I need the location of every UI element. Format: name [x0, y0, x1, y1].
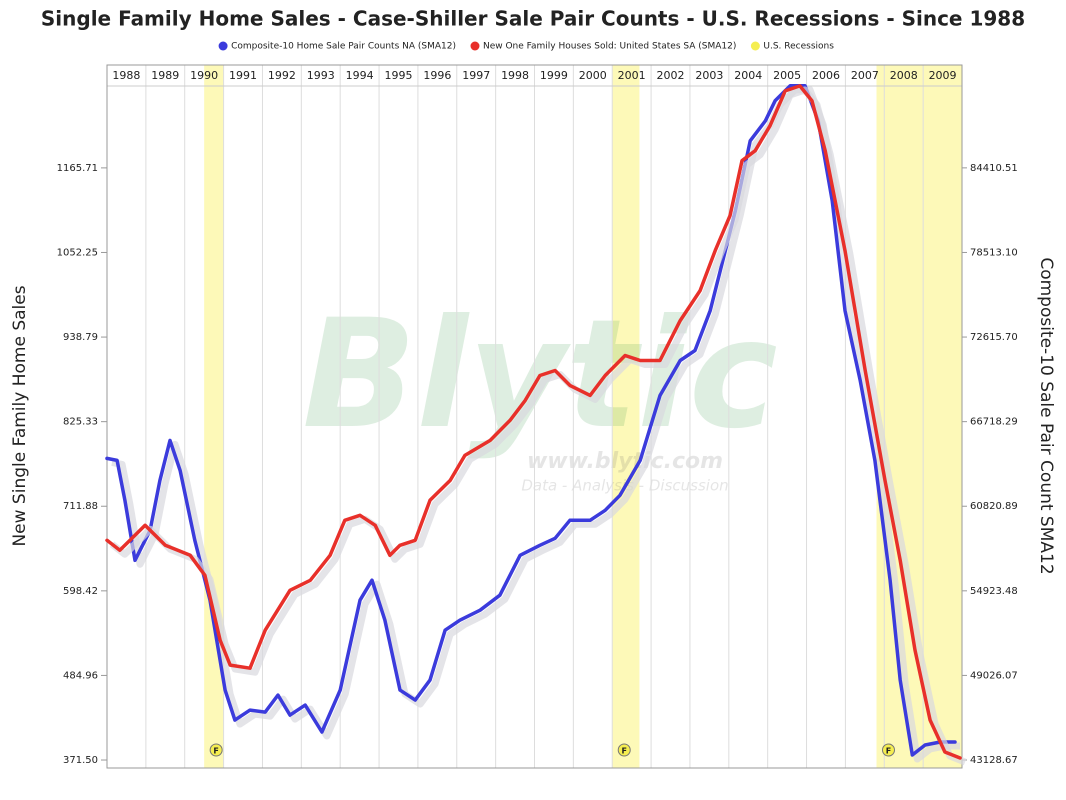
- legend-label: New One Family Houses Sold: United State…: [483, 42, 736, 52]
- x-tick-label: 2006: [812, 69, 840, 82]
- x-tick-label: 2005: [773, 69, 801, 82]
- y-tick-label: 1052.25: [57, 247, 98, 258]
- legend-label: U.S. Recessions: [763, 42, 834, 52]
- recession-marker-label: F: [621, 747, 626, 756]
- recession-band: [612, 65, 640, 768]
- x-tick-label: 1992: [268, 69, 296, 82]
- x-tick-label: 1999: [540, 69, 568, 82]
- recession-marker-label: F: [213, 747, 218, 756]
- y2-tick-label: 78513.10: [970, 247, 1018, 258]
- y2-axis-label: Composite-10 Sale Pair Count SMA12: [1036, 257, 1056, 574]
- x-tick-label: 1988: [112, 69, 140, 82]
- x-tick-label: 2008: [890, 69, 918, 82]
- y-tick-label: 825.33: [63, 417, 98, 428]
- x-tick-label: 1995: [384, 69, 412, 82]
- x-tick-label: 1994: [346, 69, 374, 82]
- x-tick-label: 1996: [423, 69, 451, 82]
- y-tick-label: 371.50: [63, 755, 98, 766]
- y-axis-label: New Single Family Home Sales: [10, 285, 30, 546]
- x-tick-label: 1993: [307, 69, 335, 82]
- y-tick-label: 711.88: [63, 501, 98, 512]
- x-tick-label: 2004: [734, 69, 762, 82]
- y2-tick-label: 43128.67: [970, 755, 1018, 766]
- recession-marker: [209, 743, 223, 757]
- x-tick-label: 2000: [579, 69, 607, 82]
- watermark-url: www.blytic.com: [527, 449, 723, 474]
- recession-marker: [617, 743, 631, 757]
- plot-border: [106, 64, 963, 769]
- legend: Composite-10 Home Sale Pair Counts NA (S…: [218, 41, 834, 52]
- y-tick-label: 598.42: [63, 586, 98, 597]
- x-tick-label: 1998: [501, 69, 529, 82]
- y2-tick-label: 54923.48: [970, 586, 1018, 597]
- x-tick-label: 1990: [190, 69, 218, 82]
- recession-marker: [882, 743, 895, 757]
- x-tick-label: 2003: [695, 69, 723, 82]
- chart-title: Single Family Home Sales - Case-Shiller …: [41, 7, 1025, 31]
- legend-swatch: [218, 41, 228, 51]
- x-tick-label: 2007: [851, 69, 879, 82]
- x-tick-label: 2002: [657, 69, 685, 82]
- legend-label: Composite-10 Home Sale Pair Counts NA (S…: [231, 42, 456, 52]
- legend-swatch: [470, 41, 480, 51]
- x-tick-label: 1991: [229, 69, 257, 82]
- y2-tick-label: 72615.70: [970, 332, 1018, 343]
- y-tick-label: 938.79: [63, 332, 98, 343]
- y2-tick-label: 66718.29: [970, 417, 1018, 428]
- y2-tick-label: 84410.51: [970, 163, 1018, 174]
- x-tick-label: 2009: [929, 69, 957, 82]
- x-tick-label: 2001: [618, 69, 646, 82]
- y-tick-label: 484.96: [63, 670, 98, 681]
- y2-tick-label: 49026.07: [970, 670, 1018, 681]
- recession-marker-label: F: [886, 747, 891, 756]
- y-tick-label: 1165.71: [57, 163, 98, 174]
- x-tick-label: 1997: [462, 69, 490, 82]
- x-tick-label: 1989: [151, 69, 179, 82]
- line-shadow: [109, 86, 967, 766]
- legend-swatch: [750, 41, 760, 51]
- y2-tick-label: 60820.89: [970, 501, 1018, 512]
- line: [105, 84, 962, 760]
